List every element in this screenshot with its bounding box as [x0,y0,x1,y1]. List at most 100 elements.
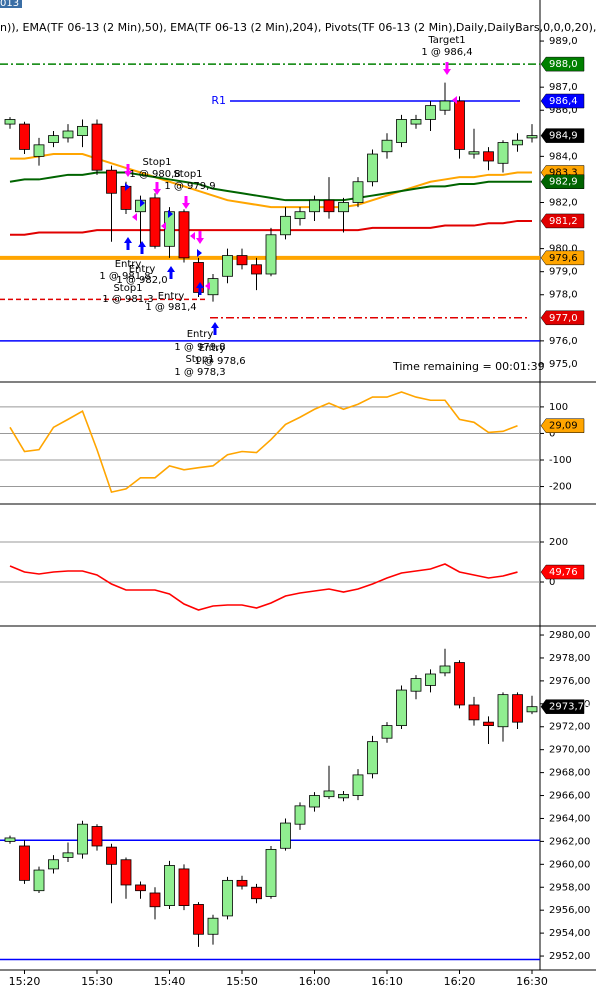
candle-body [338,793,349,799]
y-tick-label: 2972,00 [549,722,590,733]
price-tag [540,418,585,433]
price-tag [540,699,585,714]
candle-body [294,211,306,220]
price-tag [540,310,585,326]
fill-marker [125,183,130,191]
trade-annotation: Target1 [427,35,465,46]
price-tag-label: 984,9 [549,131,578,142]
candle-body [512,139,523,146]
price-tag-label: 982,9 [549,177,578,188]
trade-annotation: 1 @ 986,4 [421,47,472,58]
candle-body [77,823,88,855]
candle-body [396,689,407,726]
fill-marker [161,222,166,230]
y-tick-label: 980,0 [549,244,578,255]
candle-body [193,904,204,935]
candle-body [19,123,30,150]
fill-marker [452,96,457,104]
price-tag-label: 977,0 [549,313,578,324]
trade-annotation: 1 @ 981,8 [99,271,150,282]
entry-arrow [167,266,175,279]
entry-arrow [138,241,146,254]
candle-body [497,142,509,164]
trade-annotation: Stop1 [185,354,214,365]
y-tick-label: 2962,00 [549,836,590,847]
candle-body [91,826,103,847]
candle-body [33,869,45,892]
candle-body [236,879,248,887]
candle-body [77,125,88,137]
fill-marker [132,213,137,221]
candle-body [265,234,277,275]
y-tick-label: 2980,00 [549,630,590,641]
y-tick-label: 2954,00 [549,928,590,939]
status-text: Time remaining = 00:01:39 [392,360,545,373]
chart-title: n)), EMA(TF 06-13 (2 Min),50), EMA(TF 06… [0,21,596,34]
candle-body [352,181,364,203]
y-tick-label: 2976,00 [549,676,590,687]
exit-arrow [153,182,161,195]
x-tick-label: 16:10 [371,975,403,988]
trade-annotation: Entry [199,343,226,354]
candle-body [265,849,277,897]
price-tag [540,56,585,72]
y-tick-label: 0 [549,428,555,439]
candle-body [323,199,335,213]
price-tag-label: 29,09 [549,421,578,432]
y-tick-label: 100 [549,402,568,413]
candle-body [178,868,190,906]
price-tag-label: 979,6 [549,253,578,264]
candle-body [497,694,509,728]
exit-arrow [196,231,204,244]
entry-arrow [196,282,204,295]
candle-body [367,741,378,775]
candle-body [526,706,538,713]
fill-marker [205,282,210,290]
candle-body [251,264,262,275]
candle-body [164,865,175,906]
candle-body [120,859,132,886]
candle-body [62,130,74,139]
y-tick-label: 979,0 [549,267,578,278]
price-tag-label: 988,0 [549,59,578,70]
candle-body [439,665,451,674]
y-tick-label: 978,0 [549,290,578,301]
candle-body [338,202,349,213]
candle-body [207,917,219,935]
y-tick-label: 200 [549,537,568,548]
y-tick-label: 2960,00 [549,859,590,870]
candle-body [251,886,262,900]
price-tag-label: 983,3 [549,168,578,179]
candle-body [512,694,523,723]
price-tag [540,250,585,266]
price-tag-label: 986,4 [549,96,578,107]
candle-body [367,153,378,183]
y-tick-label: 982,0 [549,197,578,208]
candle-body [425,105,436,120]
candle-body [19,845,30,881]
y-tick-label: 986,0 [549,105,578,116]
candle-body [4,837,16,842]
candle-body [483,151,494,162]
candle-body [48,859,59,870]
trade-annotation: 1 @ 981,3 [102,294,153,305]
candle-body [149,197,161,247]
candle-body [468,704,480,721]
candle-body [468,151,480,155]
candle-body [309,199,320,213]
price-tag-label: 2973,75 [549,702,590,713]
candle-body [106,169,117,194]
entry-arrow [124,237,132,250]
candle-body [48,135,59,143]
tab [0,0,22,8]
candle-body [439,100,451,111]
entry-arrow [211,322,219,335]
y-tick-label: 989,0 [549,36,578,47]
y-tick-label: 2958,00 [549,882,590,893]
trade-annotation: 1 @ 980,8 [129,169,180,180]
trade-annotation: Entry [158,291,185,302]
candle-body [62,852,74,858]
y-tick-label: 2964,00 [549,813,590,824]
candle-body [236,255,248,266]
